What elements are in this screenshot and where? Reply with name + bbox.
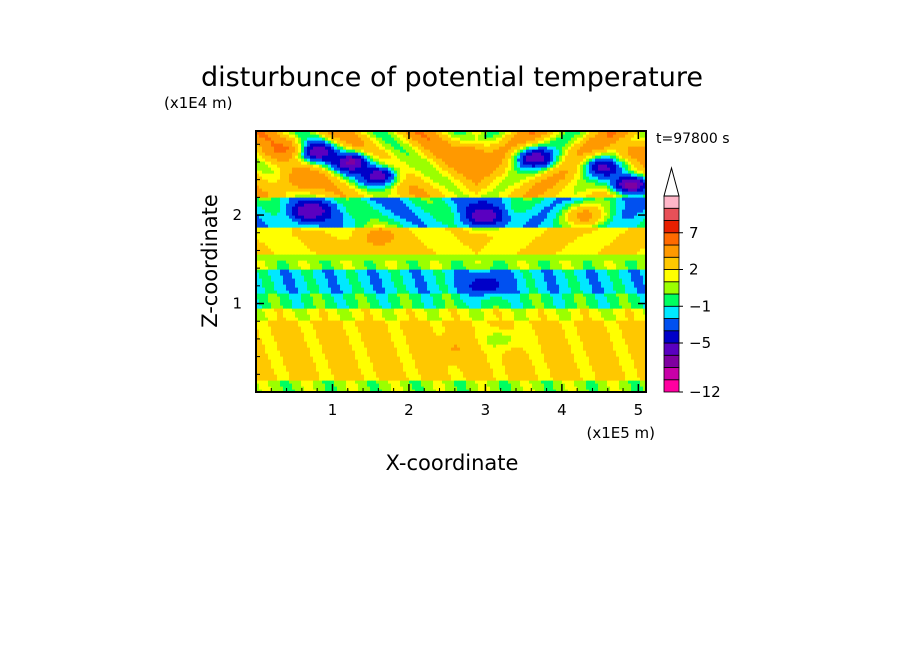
colorbar-swatch [663, 293, 680, 307]
x-axis: 1 2 3 4 5 [270, 131, 644, 419]
heatmap-field [256, 131, 646, 392]
time-label: t=97800 s [656, 131, 730, 147]
colorbar-swatch [663, 220, 680, 234]
colorbar-swatch [663, 305, 680, 319]
x-tick-label: 1 [328, 401, 338, 419]
colorbar-swatch [663, 232, 680, 246]
colorbar-swatch [663, 195, 680, 209]
colorbar-swatch [663, 354, 680, 368]
colorbar: −12−5−127 [663, 166, 721, 401]
colorbar-swatch [663, 256, 680, 270]
x-tick-label: 4 [557, 401, 567, 419]
colorbar-swatch [663, 269, 680, 283]
colorbar-swatch [663, 379, 680, 393]
x-axis-label: X-coordinate [386, 451, 519, 475]
y-axis-label: Z-coordinate [198, 194, 222, 328]
colorbar-tick-label: −5 [689, 334, 711, 352]
colorbar-tick-label: −1 [689, 297, 711, 315]
colorbar-extend-arrow [663, 166, 680, 197]
colorbar-swatch [663, 342, 680, 356]
colorbar-swatch [663, 330, 680, 344]
chart-title: disturbunce of potential temperature [201, 62, 703, 93]
colorbar-swatch [663, 281, 680, 295]
y-tick-label: 2 [232, 206, 242, 224]
colorbar-swatch [663, 318, 680, 332]
x-tick-label: 2 [404, 401, 414, 419]
x-tick-label: 5 [634, 401, 644, 419]
colorbar-tick-label: 7 [689, 224, 699, 242]
y-axis: 12 [232, 143, 646, 375]
x-tick-label: 3 [481, 401, 491, 419]
colorbar-swatch [663, 207, 680, 221]
colorbar-tick-label: −12 [689, 383, 721, 401]
y-tick-label: 1 [232, 295, 242, 313]
plot-frame [255, 130, 647, 393]
colorbar-swatch [663, 367, 680, 381]
x-scale-label: (x1E5 m) [586, 424, 655, 442]
colorbar-swatch [663, 244, 680, 258]
colorbar-tick-label: 2 [689, 261, 699, 279]
y-scale-label: (x1E4 m) [164, 94, 233, 112]
